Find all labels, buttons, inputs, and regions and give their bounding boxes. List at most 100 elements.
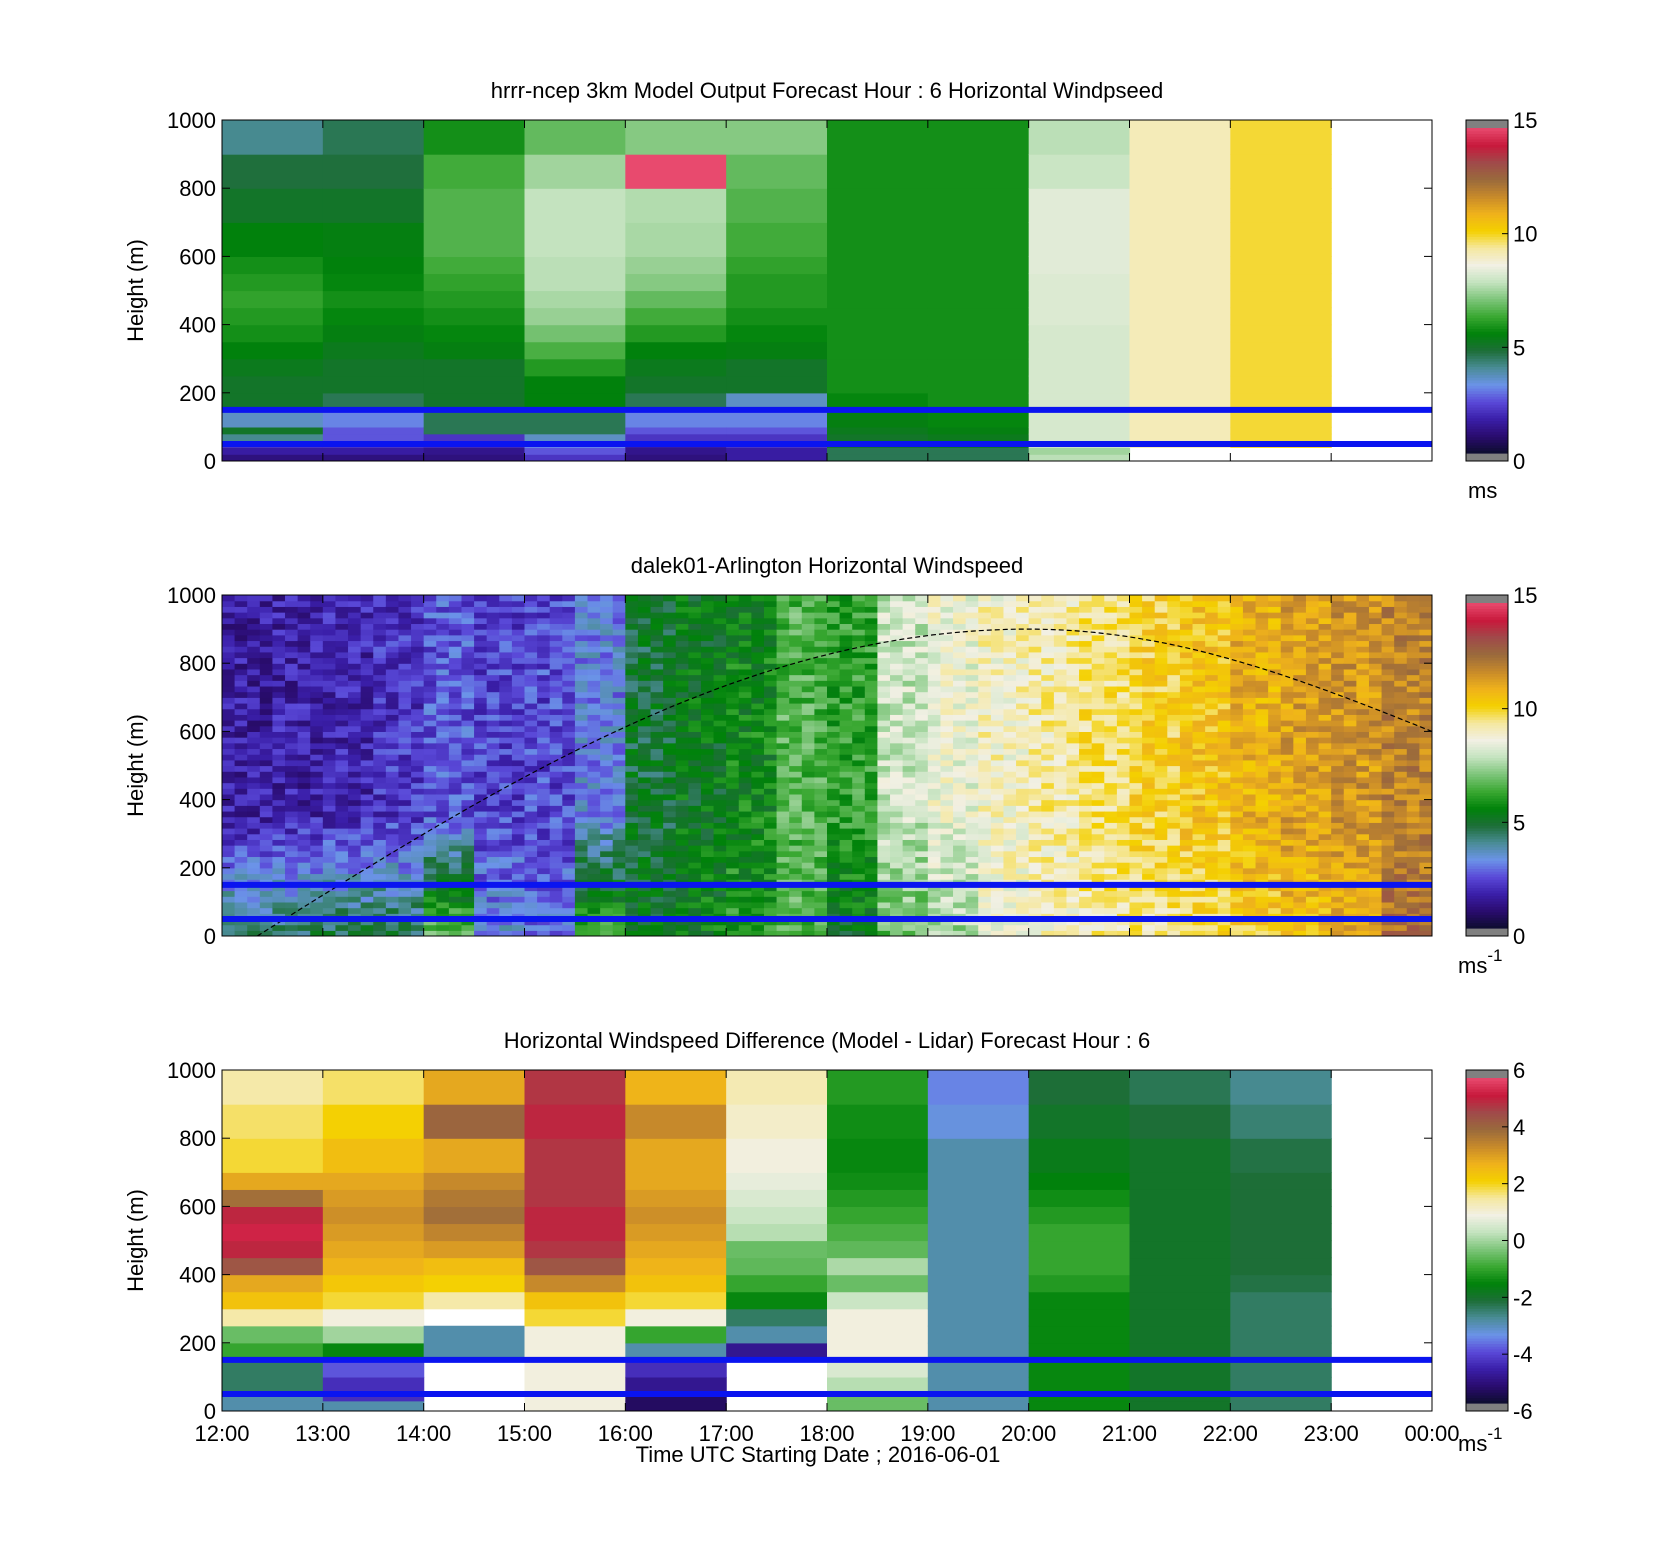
heatmap-cell	[1117, 743, 1130, 749]
heatmap-cell	[588, 595, 601, 601]
heatmap-cell	[802, 618, 815, 624]
heatmap-cell	[1155, 601, 1168, 607]
heatmap-cell	[1054, 754, 1067, 760]
heatmap-cell	[1130, 675, 1143, 681]
heatmap-cell	[777, 714, 790, 720]
heatmap-cell	[512, 743, 525, 749]
heatmap-cell	[323, 680, 336, 686]
heatmap-cell	[461, 891, 474, 897]
heatmap-cell	[398, 680, 411, 686]
heatmap-cell	[247, 663, 260, 669]
heatmap-cell	[1130, 828, 1143, 834]
heatmap-cell	[625, 902, 638, 908]
heatmap-cell	[1167, 595, 1180, 601]
heatmap-cell	[562, 811, 575, 817]
heatmap-cell	[777, 669, 790, 675]
heatmap-cell	[361, 811, 374, 817]
heatmap-cell	[411, 851, 424, 857]
heatmap-cell	[436, 680, 449, 686]
heatmap-cell	[335, 629, 348, 635]
heatmap-cell	[1142, 771, 1155, 777]
heatmap-cell	[1180, 788, 1193, 794]
heatmap-cell	[1029, 640, 1042, 646]
heatmap-cell	[335, 873, 348, 879]
heatmap-cell	[877, 686, 890, 692]
heatmap-cell	[537, 817, 550, 823]
heatmap-cell	[1104, 697, 1117, 703]
heatmap-cell	[361, 623, 374, 629]
heatmap-cell	[676, 612, 689, 618]
heatmap-cell	[222, 805, 235, 811]
heatmap-cell	[613, 692, 626, 698]
heatmap-cell	[966, 646, 979, 652]
heatmap-cell	[638, 709, 651, 715]
heatmap-cell	[663, 862, 676, 868]
heatmap-cell	[714, 726, 727, 732]
heatmap-cell	[827, 743, 840, 749]
heatmap-cell	[1029, 891, 1042, 897]
heatmap-cell	[222, 675, 235, 681]
heatmap-cell	[1003, 902, 1016, 908]
heatmap-cell	[739, 714, 752, 720]
heatmap-cell	[701, 868, 714, 874]
heatmap-cell	[1029, 731, 1042, 737]
heatmap-cell	[978, 868, 991, 874]
heatmap-cell	[827, 686, 840, 692]
heatmap-cell	[1092, 737, 1105, 743]
heatmap-cell	[714, 714, 727, 720]
heatmap-cell	[247, 839, 260, 845]
heatmap-cell	[978, 766, 991, 772]
heatmap-cell	[424, 658, 437, 664]
heatmap-cell	[361, 635, 374, 641]
heatmap-cell	[260, 788, 273, 794]
heatmap-cell	[1117, 703, 1130, 709]
heatmap-cell	[499, 766, 512, 772]
heatmap-cell	[235, 606, 248, 612]
heatmap-cell	[1016, 834, 1029, 840]
heatmap-cell	[361, 760, 374, 766]
heatmap-cell	[474, 669, 487, 675]
heatmap-cell	[701, 618, 714, 624]
heatmap-cell	[398, 686, 411, 692]
heatmap-cell	[386, 902, 399, 908]
heatmap-cell	[323, 154, 424, 189]
heatmap-cell	[789, 771, 802, 777]
heatmap-cell	[550, 601, 563, 607]
heatmap-cell	[1054, 697, 1067, 703]
heatmap-cell	[512, 845, 525, 851]
heatmap-cell	[928, 777, 941, 783]
heatmap-cell	[1167, 680, 1180, 686]
heatmap-cell	[525, 663, 538, 669]
heatmap-cell	[840, 902, 853, 908]
heatmap-cell	[1180, 822, 1193, 828]
heatmap-cell	[235, 771, 248, 777]
heatmap-cell	[298, 652, 311, 658]
heatmap-cell	[714, 868, 727, 874]
heatmap-cell	[625, 760, 638, 766]
heatmap-cell	[903, 680, 916, 686]
heatmap-cell	[865, 891, 878, 897]
heatmap-cell	[978, 646, 991, 652]
heatmap-cell	[852, 606, 865, 612]
heatmap-cell	[1003, 743, 1016, 749]
heatmap-cell	[588, 646, 601, 652]
heatmap-cell	[928, 845, 941, 851]
heatmap-cell	[424, 427, 525, 434]
heatmap-cell	[1180, 817, 1193, 823]
heatmap-cell	[928, 862, 941, 868]
heatmap-cell	[386, 663, 399, 669]
heatmap-cell	[260, 794, 273, 800]
heatmap-cell	[903, 652, 916, 658]
heatmap-cell	[1155, 754, 1168, 760]
heatmap-cell	[739, 658, 752, 664]
heatmap-cell	[474, 766, 487, 772]
heatmap-cell	[525, 703, 538, 709]
heatmap-cell	[1180, 777, 1193, 783]
heatmap-cell	[1029, 873, 1042, 879]
heatmap-cell	[1066, 652, 1079, 658]
heatmap-cell	[411, 680, 424, 686]
heatmap-cell	[638, 856, 651, 862]
heatmap-cell	[424, 737, 437, 743]
heatmap-cell	[449, 720, 462, 726]
